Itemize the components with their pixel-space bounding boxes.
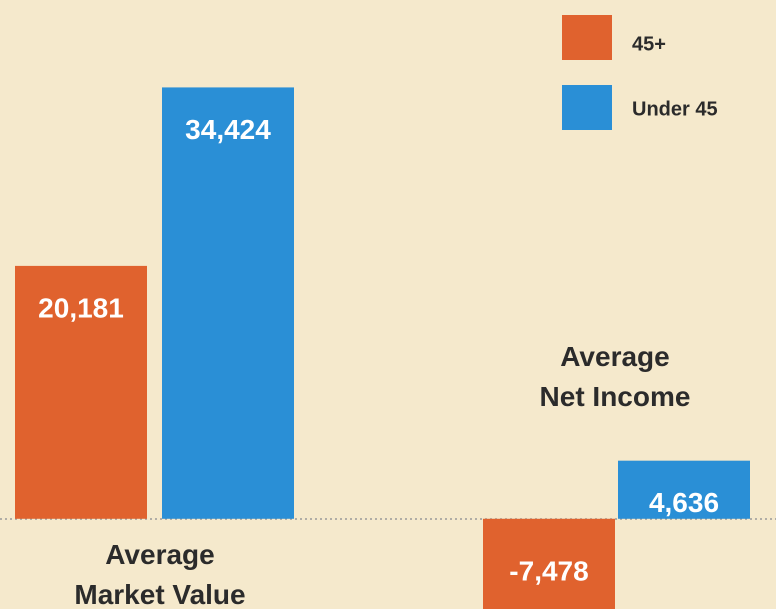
bar <box>618 460 750 519</box>
category-label: Average Net Income <box>539 341 691 412</box>
legend-swatch <box>562 85 612 130</box>
legend-label: 45+ <box>632 33 666 55</box>
value-label: 20,181 <box>38 292 124 323</box>
bar <box>483 518 615 609</box>
bar <box>15 265 147 519</box>
value-label: 4,636 <box>649 487 719 518</box>
value-label: -7,478 <box>509 555 588 586</box>
category-label: Average Market Value <box>74 539 246 609</box>
value-label: 34,424 <box>185 114 271 145</box>
bar <box>162 87 294 519</box>
legend-swatch <box>562 15 612 60</box>
legend-label: Under 45 <box>632 98 718 120</box>
